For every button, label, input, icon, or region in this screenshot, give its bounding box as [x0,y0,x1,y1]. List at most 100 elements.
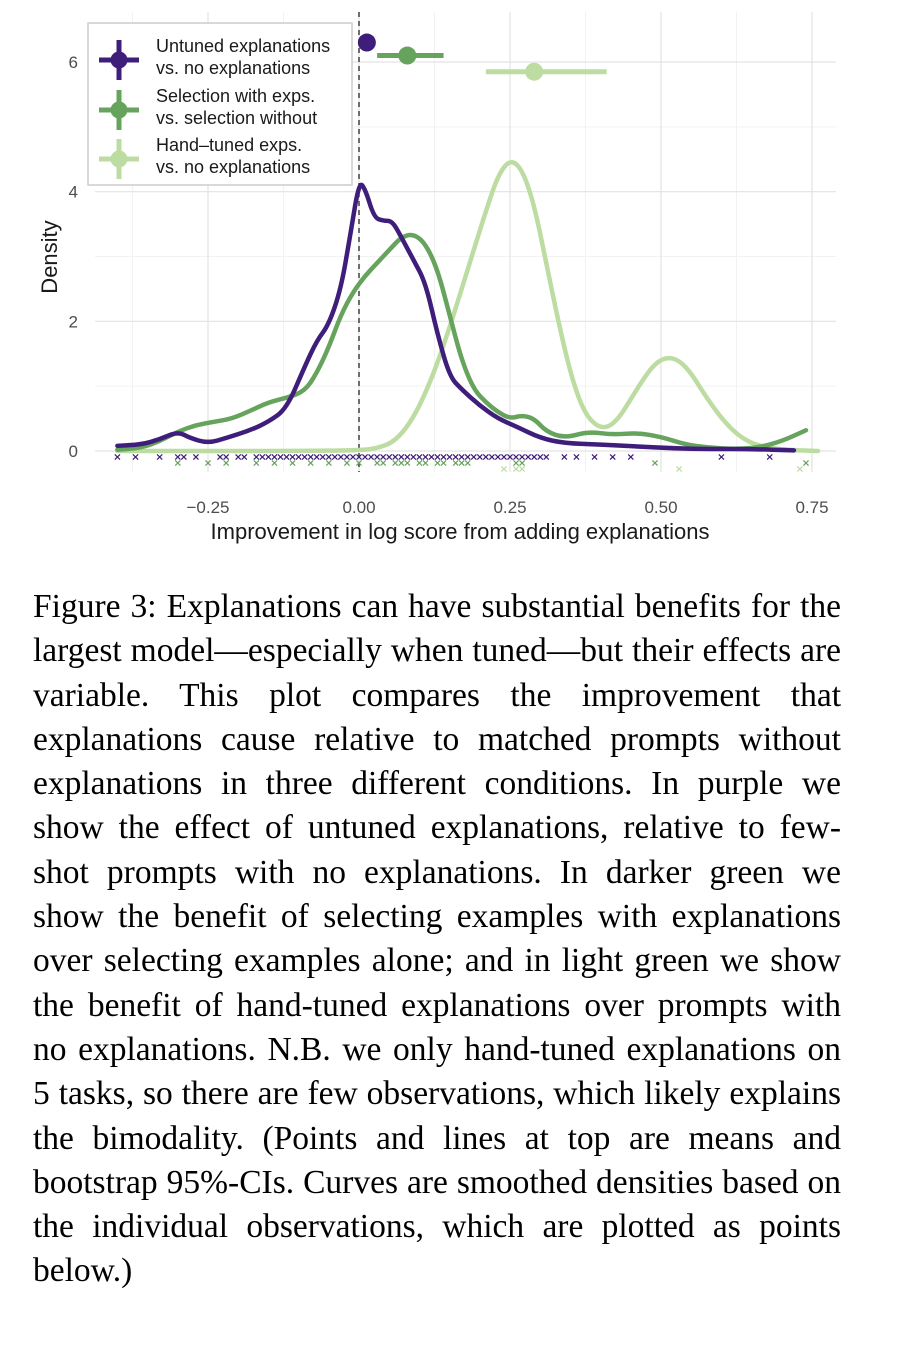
rug-point [223,459,230,467]
legend-key-point [110,150,128,168]
rug-point [319,453,326,461]
rug-point [464,459,471,467]
rug-point [180,453,187,461]
rug-point [114,453,121,461]
rug-point [307,459,314,467]
rug-point [217,453,224,461]
rug-point [591,453,598,461]
rug-point [428,453,435,461]
rug-point [494,453,501,461]
rug-point [422,453,429,461]
rug-point [434,453,441,461]
rug-point [440,459,447,467]
legend-key-point [110,51,128,69]
density-curve-1 [115,182,797,453]
mean-point-2 [398,46,417,65]
rug-point [349,453,356,461]
rug-point [766,453,773,461]
rug-point [355,453,363,461]
rug-point [446,453,453,461]
rug-point [301,453,308,461]
rug-point [355,459,363,467]
legend-label: Hand–tuned exps. [156,135,302,155]
x-tick-label: 0.50 [644,498,677,517]
rug-point [525,453,532,461]
x-tick-label: 0.75 [795,498,828,517]
rug-point [277,453,284,461]
rug-point [513,465,520,473]
rug-point [156,453,163,461]
rug-point [223,453,230,461]
rug-point [651,459,658,467]
rug-point [392,459,399,467]
rug-point [331,453,338,461]
rug-point [204,459,212,467]
rug-point [573,453,580,461]
rug-point [380,453,387,461]
rug-point [543,453,550,461]
rug-point [464,453,471,461]
rug-point [519,459,526,467]
rug-point [458,459,465,467]
y-tick-label: 6 [69,53,78,72]
rug-point [307,453,314,461]
y-tick-label: 0 [69,442,78,461]
rug-point [537,453,544,461]
rug-point [416,459,423,467]
rug-point [343,453,350,461]
legend-label: vs. no explanations [156,157,310,177]
rug-point [422,459,429,467]
rug-point [398,453,405,461]
rug-point [513,453,520,461]
density-plot: −0.25 0.00 0.25 0.50 0.75 0 2 4 6 Improvement in … [37,12,836,544]
rug-point [174,459,181,467]
rug-point [325,453,332,461]
rug-point [192,453,199,461]
rug-point [452,459,459,467]
caption-body: This plot compares the improvement that … [33,676,842,1290]
rug-point [676,465,683,473]
rug-point [259,453,266,461]
rug-point [500,453,507,461]
rug-point [627,453,634,461]
rug-point [343,459,350,467]
rug-point [132,453,139,461]
rug-point [374,459,381,467]
rug-point [289,453,296,461]
caption-label: Figure 3: [33,588,157,625]
rug-point [271,459,278,467]
mean-point-3 [525,62,544,81]
legend-label: Selection with exps. [156,86,315,106]
rug-point [265,453,272,461]
rug-point [368,453,375,461]
rug-point [519,453,526,461]
mean-point-1 [357,33,376,52]
rug-point [362,453,369,461]
rug-point [380,459,387,467]
rug-point [289,459,296,467]
x-axis-title: Improvement in log score from adding exp… [211,519,710,544]
rug-point [325,459,332,467]
rug-point [506,453,514,461]
rug-point [561,453,568,461]
x-tick-label: 0.00 [342,498,375,517]
rug-point [253,453,260,461]
rug-point [470,453,477,461]
rug-point [271,453,278,461]
legend-label: vs. no explanations [156,58,310,78]
rug-point [416,453,423,461]
y-tick-label: 4 [69,183,78,202]
density-curve-2 [115,232,809,452]
rug-point [458,453,465,461]
x-tick-label: 0.25 [493,498,526,517]
figure-caption: Figure 3: Explanations can have substant… [33,585,841,1294]
rug-point [452,453,459,461]
rug-point [295,453,302,461]
rug-point [313,453,320,461]
rug-point [802,459,809,467]
rug-point [241,453,248,461]
rug-point [235,453,242,461]
rug-point [500,465,507,473]
rug-point [174,453,181,461]
caption-emphasis: Explanations can have substantial benefi… [33,588,841,714]
